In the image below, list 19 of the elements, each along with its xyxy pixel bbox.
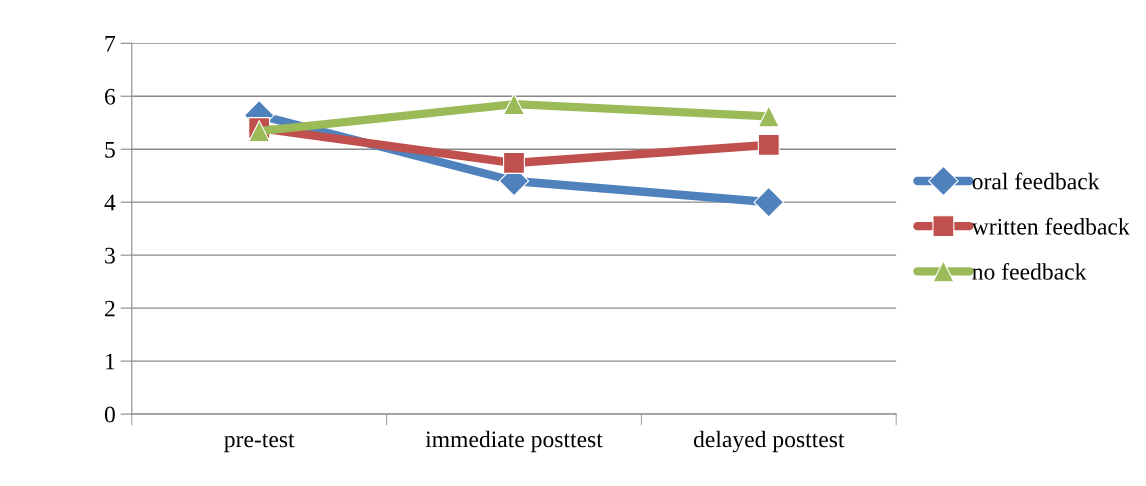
x-tick-label: pre-test — [224, 433, 295, 453]
legend-label: oral feedback — [972, 172, 1100, 190]
legend-label: written feedback — [971, 217, 1130, 235]
y-tick-label: 1 — [106, 353, 115, 370]
y-tick-label: 3 — [105, 247, 115, 264]
y-tick-label: 6 — [105, 88, 116, 105]
point — [757, 105, 780, 128]
y-tick-label: 2 — [105, 300, 115, 317]
y-tick-label: 0 — [104, 406, 115, 423]
point — [503, 93, 525, 116]
point — [503, 152, 525, 174]
point — [757, 133, 780, 156]
y-tick-label: 5 — [105, 141, 115, 158]
x-tick-label: delayed posttest — [693, 430, 845, 453]
legend-label: no feedback — [972, 262, 1087, 280]
x-tick-label: immediate posttest — [425, 430, 603, 453]
y-tick-label: 7 — [105, 35, 116, 52]
point — [753, 186, 785, 218]
y-tick-label: 4 — [104, 194, 116, 211]
